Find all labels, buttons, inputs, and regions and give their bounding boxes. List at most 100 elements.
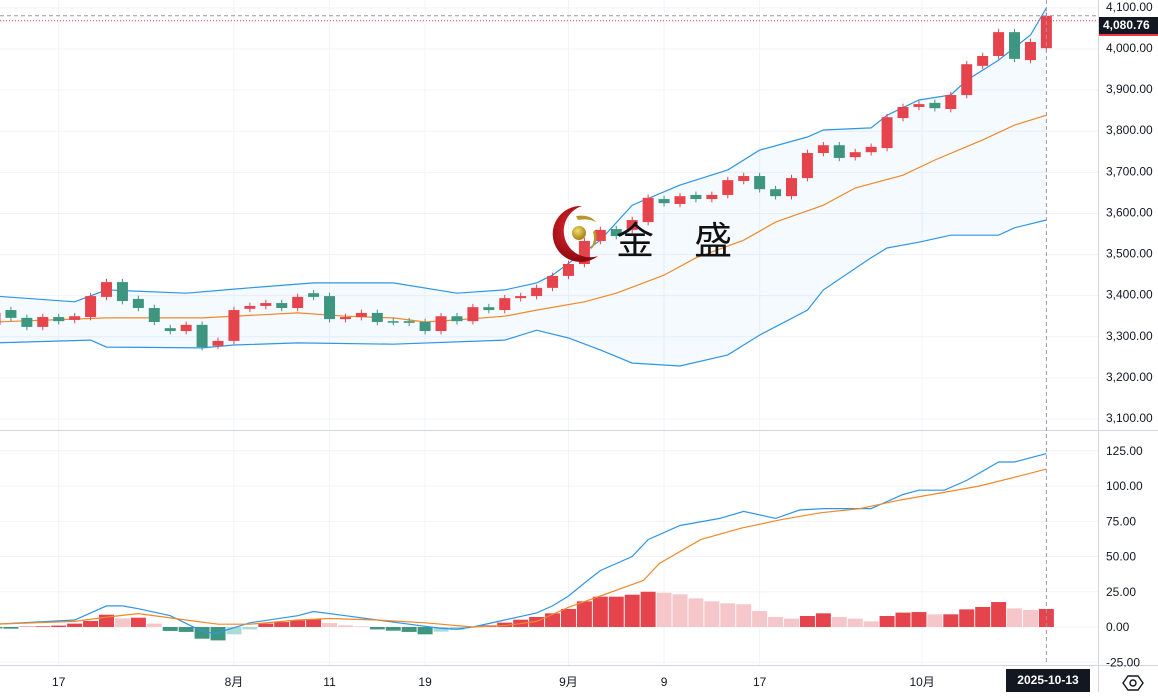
settings-hexagon-icon bbox=[1122, 673, 1144, 693]
time-tick-label: 17 bbox=[753, 675, 767, 689]
candle-body bbox=[117, 282, 128, 301]
candle-body bbox=[244, 306, 255, 309]
candle-body bbox=[133, 299, 144, 308]
macd-histogram-bar bbox=[354, 626, 369, 627]
candle-body bbox=[228, 310, 239, 341]
candle-body bbox=[260, 303, 271, 306]
candle-body bbox=[85, 296, 96, 317]
last-price-label: 4,080.76 bbox=[1099, 17, 1158, 36]
macd-histogram-bar bbox=[609, 597, 624, 627]
candle-body bbox=[467, 307, 478, 321]
candle-body bbox=[690, 195, 701, 199]
candle-body bbox=[181, 325, 192, 331]
settings-button[interactable] bbox=[1122, 673, 1144, 693]
cursor-date-label: 2025-10-13 bbox=[1006, 669, 1090, 692]
candle-body bbox=[149, 308, 160, 322]
price-tick-label: 3,600.00 bbox=[1106, 205, 1153, 219]
candle-body bbox=[898, 107, 909, 118]
candle-body bbox=[0, 313, 1, 325]
macd-histogram-bar bbox=[943, 614, 958, 627]
candle-body bbox=[404, 321, 415, 323]
macd-histogram-bar bbox=[402, 627, 417, 632]
candle-body bbox=[324, 296, 335, 319]
price-tick-label: 3,700.00 bbox=[1106, 164, 1153, 178]
candle-body bbox=[197, 325, 208, 347]
candle bbox=[977, 53, 988, 69]
macd-histogram-bar bbox=[896, 613, 911, 627]
candle-body bbox=[993, 32, 1004, 56]
candle bbox=[882, 114, 893, 151]
price-tick-label: 4,000.00 bbox=[1106, 41, 1153, 55]
macd-histogram-bar bbox=[991, 602, 1006, 627]
candle-body bbox=[706, 195, 717, 199]
jinsheng-logo-icon bbox=[546, 204, 616, 264]
macd-histogram-bar bbox=[115, 618, 130, 627]
macd-histogram-bar bbox=[880, 616, 895, 627]
candle-body bbox=[945, 95, 956, 109]
macd-histogram-bar bbox=[959, 609, 974, 627]
macd-dif-line bbox=[0, 454, 1046, 634]
macd-histogram-bar bbox=[864, 621, 879, 627]
macd-histogram-bar bbox=[832, 617, 847, 627]
candle bbox=[197, 322, 208, 351]
candle-body bbox=[866, 147, 877, 152]
macd-histogram-bar bbox=[704, 601, 719, 627]
candle-body bbox=[451, 316, 462, 321]
macd-tick-label: 125.00 bbox=[1106, 444, 1143, 458]
candle-body bbox=[882, 117, 893, 148]
candle-body bbox=[802, 153, 813, 178]
candle-body bbox=[292, 297, 303, 308]
candle-body bbox=[388, 321, 399, 323]
candle-body bbox=[308, 293, 319, 297]
candle-body bbox=[834, 145, 845, 158]
macd-histogram-bar bbox=[290, 620, 305, 627]
macd-tick-label: 50.00 bbox=[1106, 550, 1136, 564]
macd-histogram-bar bbox=[1023, 610, 1038, 627]
macd-histogram-bar bbox=[625, 595, 640, 627]
macd-tick-label: 0.00 bbox=[1106, 620, 1130, 634]
candle-body bbox=[515, 296, 526, 298]
macd-histogram-bar bbox=[975, 607, 990, 627]
macd-histogram-bar bbox=[418, 627, 433, 634]
macd-histogram-bar bbox=[784, 619, 799, 627]
macd-histogram-bar bbox=[800, 616, 815, 627]
candle-body bbox=[754, 176, 765, 189]
candle bbox=[1009, 29, 1020, 62]
macd-histogram-bar bbox=[306, 619, 321, 627]
macd-histogram-bar bbox=[67, 624, 82, 627]
macd-histogram-bar bbox=[274, 622, 289, 627]
candle-body bbox=[420, 322, 431, 331]
macd-histogram-bar bbox=[338, 625, 353, 627]
candle-body bbox=[1009, 32, 1020, 59]
price-tick-label: 3,900.00 bbox=[1106, 82, 1153, 96]
candle-body bbox=[21, 318, 32, 327]
macd-histogram-bar bbox=[911, 612, 926, 627]
macd-histogram-bar bbox=[657, 593, 672, 627]
price-tick-label: 3,500.00 bbox=[1106, 247, 1153, 261]
candle-body bbox=[69, 316, 80, 320]
candle-body bbox=[53, 317, 64, 321]
time-tick-label: 10月 bbox=[909, 675, 934, 689]
macd-histogram-bar bbox=[147, 624, 162, 627]
macd-histogram-bar bbox=[242, 627, 257, 629]
candle-body bbox=[483, 307, 494, 310]
candle-body bbox=[961, 64, 972, 95]
macd-histogram-bar bbox=[593, 597, 608, 627]
macd-histogram-bar bbox=[641, 592, 656, 627]
candle-body bbox=[340, 317, 351, 319]
time-tick-label: 9 bbox=[661, 675, 668, 689]
macd-histogram-bar bbox=[577, 601, 592, 627]
time-tick-label: 19 bbox=[418, 675, 432, 689]
macd-histogram-bar bbox=[848, 619, 863, 627]
macd-histogram-bar bbox=[1007, 608, 1022, 627]
macd-tick-label: 100.00 bbox=[1106, 479, 1143, 493]
macd-histogram-bar bbox=[672, 594, 687, 627]
macd-histogram-bar bbox=[752, 611, 767, 627]
candle-body bbox=[563, 264, 574, 276]
candle bbox=[228, 307, 239, 344]
macd-histogram-bar bbox=[3, 627, 18, 629]
candle-body bbox=[499, 298, 510, 310]
candle bbox=[1025, 39, 1036, 64]
price-tick-label: 3,100.00 bbox=[1106, 411, 1153, 425]
